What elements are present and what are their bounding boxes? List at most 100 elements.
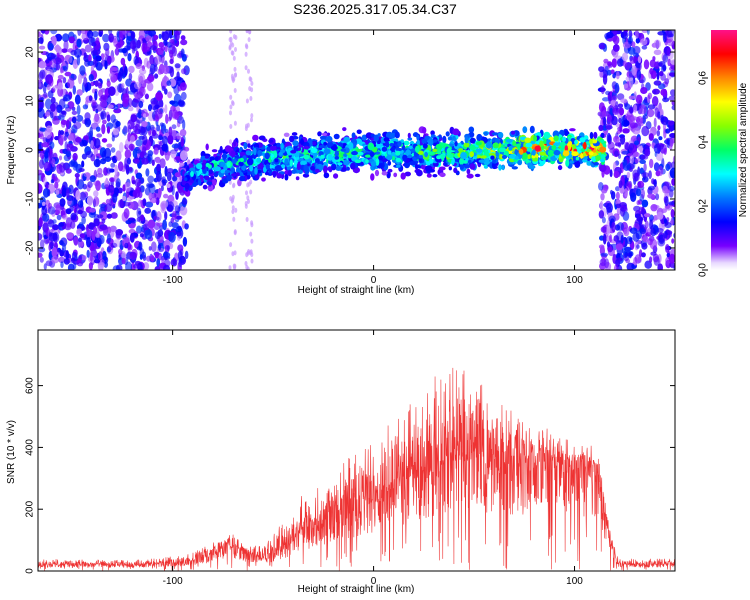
signal-blob [565,159,570,167]
signal-blob [469,151,475,158]
noise-blob [41,142,50,148]
noise-blob [141,158,150,165]
noise-blob [167,134,174,145]
noise-blob [39,101,45,109]
signal-blob [346,166,350,171]
noise-blob [107,104,114,109]
signal-blob [404,171,411,177]
noise-blob [669,138,674,147]
spectrogram-x-label: Height of straight line (km) [298,285,415,296]
noise-blob [45,59,50,64]
signal-blob [373,134,379,142]
noise-blob [146,182,154,189]
noise-blob [167,151,171,156]
noise-blob [58,98,66,110]
signal-blob [407,154,413,159]
noise-blob [124,242,129,249]
noise-blob [650,251,657,256]
noise-blob [171,222,179,229]
noise-blob [247,68,250,74]
signal-blob [534,145,541,152]
colorbar-tick-label: 0.4 [698,135,709,149]
noise-blob [625,258,631,264]
noise-blob [61,110,67,116]
signal-blob [395,150,401,156]
signal-blob [468,126,475,133]
signal-blob [519,148,524,155]
noise-blob [110,67,119,72]
noise-blob [663,230,668,239]
noise-blob [168,231,176,243]
noise-blob [649,256,653,264]
noise-blob [130,218,137,224]
noise-blob [67,263,75,270]
spectrogram-x-ticks: -100 0 100 [163,30,583,286]
noise-blob [41,30,46,35]
signal-blob [356,151,364,156]
noise-blob [47,90,54,99]
noise-blob [102,33,110,43]
noise-blob [167,201,175,213]
noise-blob [663,147,667,155]
noise-blob [101,218,106,224]
noise-blob [97,82,103,89]
noise-blob [648,185,655,191]
noise-blob [637,56,642,64]
noise-blob [90,140,94,149]
noise-blob [78,222,84,228]
noise-blob [57,74,64,80]
noise-blob [641,199,649,208]
signal-blob [426,173,432,178]
signal-blob [475,148,483,153]
noise-blob [163,193,169,199]
signal-blob [415,145,420,153]
noise-blob [668,72,675,77]
noise-blob [150,241,157,252]
noise-blob [129,167,133,172]
signal-blob [184,182,190,190]
noise-blob [60,119,68,126]
noise-blob [119,30,126,39]
noise-blob [250,252,254,258]
noise-blob [166,171,172,182]
signal-blob [269,145,277,151]
signal-blob [280,142,284,150]
signal-blob [525,142,533,148]
signal-blob [591,156,597,162]
noise-blob [132,264,141,269]
signal-blob [300,160,307,165]
noise-blob [184,250,189,260]
noise-blob [76,89,83,96]
noise-blob [134,178,142,188]
noise-blob [134,94,139,100]
noise-blob [246,266,250,270]
noise-blob [633,55,637,64]
noise-blob [73,48,82,58]
signal-blob [476,133,483,142]
signal-blob [348,142,354,150]
noise-blob [652,88,660,95]
signal-blob [275,142,281,148]
signal-blob [300,138,304,146]
noise-blob [91,99,97,106]
signal-blob [469,163,476,170]
noise-blob [145,35,152,42]
noise-blob [38,37,44,44]
noise-blob [658,136,663,141]
noise-blob [646,30,650,35]
noise-blob [635,30,639,39]
x-tick-label: 100 [566,576,583,587]
signal-blob [468,131,475,138]
noise-blob [609,169,613,178]
noise-blob [599,258,607,267]
noise-blob [154,252,159,259]
signal-blob [383,137,390,143]
noise-blob [111,135,115,142]
noise-blob [142,255,147,261]
noise-blob [58,155,63,161]
signal-blob [562,150,570,157]
signal-blob [314,168,320,173]
noise-blob [160,185,164,192]
noise-blob [57,86,64,97]
noise-blob [164,245,170,253]
